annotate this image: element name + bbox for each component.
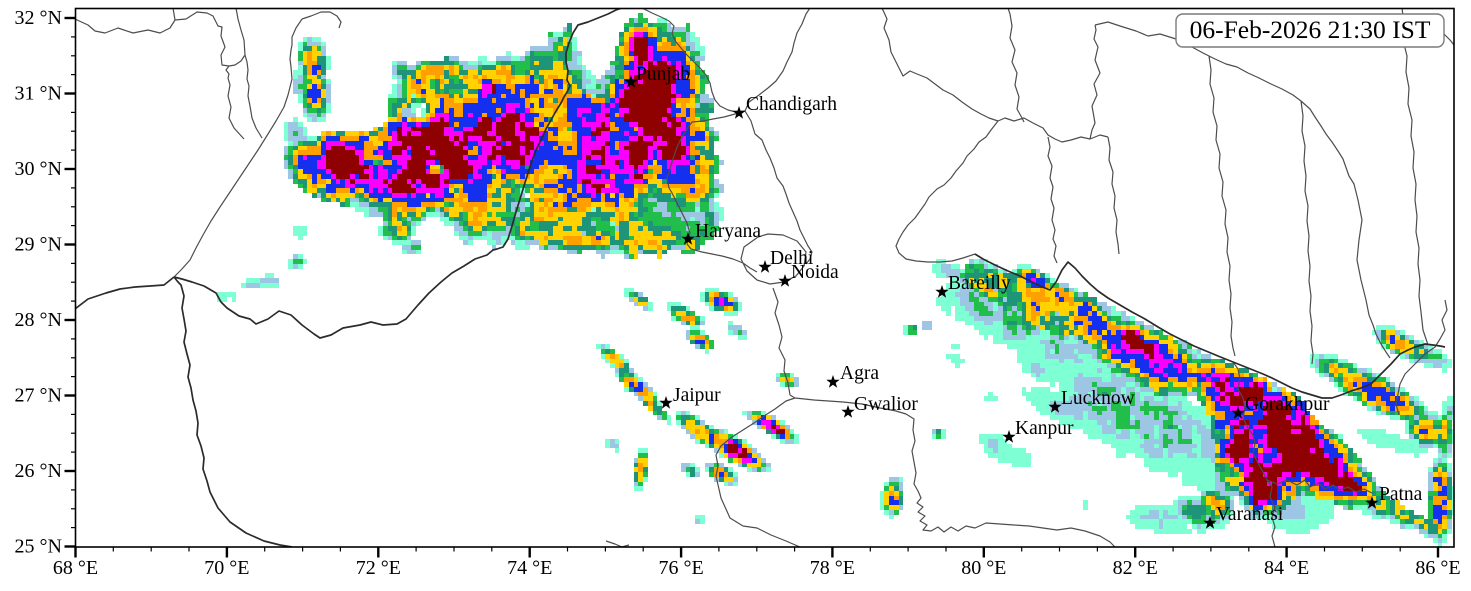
svg-text:25 °N: 25 °N [15,536,62,558]
svg-text:Kanpur: Kanpur [1015,418,1074,439]
svg-text:82 °E: 82 °E [1113,557,1158,579]
svg-text:Patna: Patna [1379,484,1423,505]
svg-text:31 °N: 31 °N [15,83,62,105]
svg-text:Haryana: Haryana [695,221,761,242]
svg-text:29 °N: 29 °N [15,234,62,256]
svg-text:27 °N: 27 °N [15,385,62,407]
svg-text:Punjab: Punjab [636,64,690,85]
svg-text:68 °E: 68 °E [53,557,98,579]
svg-text:74 °E: 74 °E [507,557,552,579]
svg-text:Delhi: Delhi [770,248,814,269]
svg-text:84 °E: 84 °E [1264,557,1309,579]
svg-text:72 °E: 72 °E [356,557,401,579]
svg-text:86 °E: 86 °E [1415,557,1460,579]
svg-text:32 °N: 32 °N [15,7,62,29]
svg-text:06-Feb-2026 21:30 IST: 06-Feb-2026 21:30 IST [1190,15,1431,44]
svg-text:Varanasi: Varanasi [1216,504,1284,525]
svg-text:Lucknow: Lucknow [1061,388,1135,409]
svg-text:Agra: Agra [840,363,879,384]
svg-text:70 °E: 70 °E [204,557,249,579]
svg-text:Jaipur: Jaipur [673,385,721,406]
svg-text:Chandigarh: Chandigarh [746,94,837,115]
svg-text:26 °N: 26 °N [15,460,62,482]
svg-text:78 °E: 78 °E [810,557,855,579]
svg-text:28 °N: 28 °N [15,309,62,331]
svg-text:30 °N: 30 °N [15,158,62,180]
svg-text:Gwalior: Gwalior [854,394,918,415]
svg-text:Noida: Noida [791,262,839,283]
svg-text:76 °E: 76 °E [658,557,703,579]
svg-text:Bareilly: Bareilly [948,273,1011,294]
svg-text:80 °E: 80 °E [961,557,1006,579]
svg-text:Gorakhpur: Gorakhpur [1245,394,1330,415]
